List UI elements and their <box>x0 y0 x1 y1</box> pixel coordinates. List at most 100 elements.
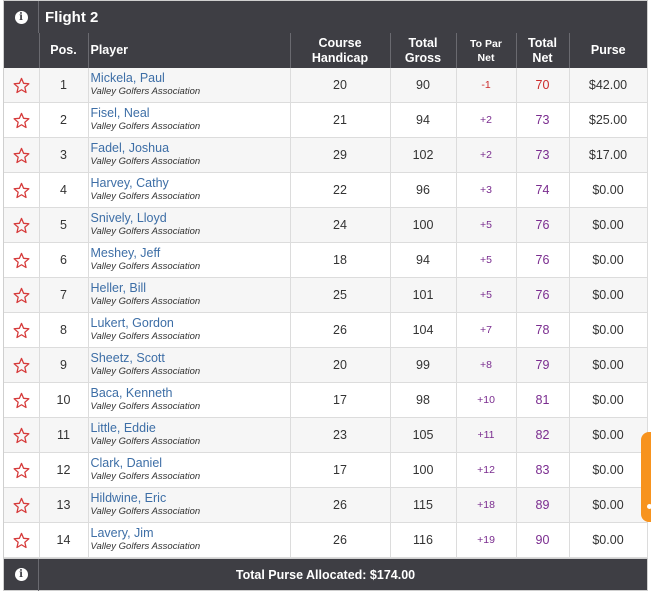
player-cell: Clark, Daniel Valley Golfers Association <box>87 452 291 488</box>
to-par-net-cell: +2 <box>455 102 517 138</box>
player-association: Valley Golfers Association <box>90 471 201 482</box>
column-header-pos[interactable]: Pos. <box>39 33 89 68</box>
table-row: 13 Hildwine, Eric Valley Golfers Associati… <box>4 487 648 523</box>
table-row: 5 Snively, Lloyd Valley Golfers Associatio… <box>4 207 648 243</box>
player-association: Valley Golfers Association <box>90 401 201 412</box>
favorite-star-icon[interactable] <box>4 182 39 199</box>
player-name-link[interactable]: Clark, Daniel <box>90 456 163 470</box>
total-gross-cell: 115 <box>389 487 457 523</box>
favorite-star-icon[interactable] <box>4 77 39 94</box>
player-name-link[interactable]: Harvey, Cathy <box>90 176 169 190</box>
favorite-star-cell <box>4 137 40 173</box>
player-cell: Mickela, Paul Valley Golfers Association <box>87 68 291 103</box>
player-name-link[interactable]: Sheetz, Scott <box>90 351 165 365</box>
total-net-cell: 83 <box>515 452 570 488</box>
favorite-star-cell <box>4 68 40 103</box>
player-association: Valley Golfers Association <box>90 261 201 272</box>
player-name-link[interactable]: Fadel, Joshua <box>90 141 170 155</box>
purse-cell: $0.00 <box>568 452 648 488</box>
favorite-star-icon[interactable] <box>4 497 39 514</box>
favorite-star-cell <box>4 382 40 418</box>
favorite-star-cell <box>4 277 40 313</box>
course-handicap-cell: 21 <box>289 102 391 138</box>
purse-cell: $0.00 <box>568 312 648 348</box>
course-handicap-cell: 24 <box>289 207 391 243</box>
favorite-star-icon[interactable] <box>4 462 39 479</box>
favorite-star-cell <box>4 417 40 453</box>
purse-cell: $0.00 <box>568 347 648 383</box>
position-cell: 1 <box>38 68 89 103</box>
course-handicap-cell: 17 <box>289 382 391 418</box>
favorite-star-icon[interactable] <box>4 112 39 129</box>
player-cell: Snively, Lloyd Valley Golfers Association <box>87 207 291 243</box>
purse-cell: $0.00 <box>568 487 648 523</box>
player-name-link[interactable]: Hildwine, Eric <box>90 491 167 505</box>
player-association: Valley Golfers Association <box>90 366 201 377</box>
to-par-net-cell: +11 <box>455 417 517 453</box>
favorite-star-icon[interactable] <box>4 217 39 234</box>
purse-cell: $0.00 <box>568 172 648 208</box>
total-gross-cell: 100 <box>389 207 457 243</box>
table-row: 2 Fisel, Neal Valley Golfers Association 21… <box>4 102 648 138</box>
table-row: 14 Lavery, Jim Valley Golfers Association 2… <box>4 522 648 558</box>
favorite-star-cell <box>4 522 40 558</box>
to-par-net-cell: +2 <box>455 137 517 173</box>
total-gross-cell: 98 <box>389 382 457 418</box>
favorite-star-icon[interactable] <box>4 252 39 269</box>
column-header-total-net[interactable]: Total Net <box>516 33 570 68</box>
player-association: Valley Golfers Association <box>90 121 201 132</box>
player-name-link[interactable]: Mickela, Paul <box>90 71 165 85</box>
position-cell: 9 <box>38 347 89 383</box>
player-cell: Little, Eddie Valley Golfers Association <box>87 417 291 453</box>
total-net-cell: 70 <box>515 68 570 103</box>
player-name-link[interactable]: Meshey, Jeff <box>90 246 161 260</box>
favorite-star-cell <box>4 312 40 348</box>
player-cell: Harvey, Cathy Valley Golfers Association <box>87 172 291 208</box>
total-purse-allocated: Total Purse Allocated: $174.00 <box>235 567 416 582</box>
favorite-star-cell <box>4 207 40 243</box>
column-header-to-par-net[interactable]: To Par Net <box>456 33 517 68</box>
player-name-link[interactable]: Fisel, Neal <box>90 106 150 120</box>
player-name-link[interactable]: Snively, Lloyd <box>90 211 167 225</box>
column-header-player[interactable]: Player <box>88 33 291 68</box>
player-name-link[interactable]: Heller, Bill <box>90 281 147 295</box>
player-cell: Fisel, Neal Valley Golfers Association <box>87 102 291 138</box>
favorite-star-icon[interactable] <box>4 287 39 304</box>
to-par-net-cell: +12 <box>455 452 517 488</box>
favorite-star-icon[interactable] <box>4 322 39 339</box>
total-net-cell: 81 <box>515 382 570 418</box>
column-header-purse[interactable]: Purse <box>569 33 647 68</box>
course-handicap-cell: 18 <box>289 242 391 278</box>
course-handicap-cell: 29 <box>289 137 391 173</box>
player-name-link[interactable]: Lavery, Jim <box>90 526 154 540</box>
total-gross-cell: 104 <box>389 312 457 348</box>
total-gross-cell: 90 <box>389 68 457 103</box>
total-net-cell: 78 <box>515 312 570 348</box>
player-name-link[interactable]: Lukert, Gordon <box>90 316 174 330</box>
favorite-star-icon[interactable] <box>4 532 39 549</box>
favorite-star-cell <box>4 242 40 278</box>
footer-info-button[interactable]: i <box>4 558 39 591</box>
favorite-star-icon[interactable] <box>4 147 39 164</box>
table-header: Pos. Player Course Handicap Total Gross To… <box>4 33 647 68</box>
player-name-link[interactable]: Baca, Kenneth <box>90 386 173 400</box>
flight-header-bar: i Flight 2 <box>4 1 647 33</box>
column-header-total-gross[interactable]: Total Gross <box>390 33 457 68</box>
total-gross-cell: 101 <box>389 277 457 313</box>
table-row: 7 Heller, Bill Valley Golfers Association 2… <box>4 277 648 313</box>
position-cell: 2 <box>38 102 89 138</box>
total-net-cell: 76 <box>515 242 570 278</box>
column-header-course-handicap[interactable]: Course Handicap <box>290 33 391 68</box>
player-cell: Sheetz, Scott Valley Golfers Association <box>87 347 291 383</box>
player-association: Valley Golfers Association <box>90 541 201 552</box>
favorite-star-icon[interactable] <box>4 392 39 409</box>
info-button[interactable]: i <box>4 1 39 33</box>
favorite-star-icon[interactable] <box>4 357 39 374</box>
player-association: Valley Golfers Association <box>90 191 201 202</box>
purse-cell: $0.00 <box>568 207 648 243</box>
favorite-star-icon[interactable] <box>4 427 39 444</box>
player-name-link[interactable]: Little, Eddie <box>90 421 156 435</box>
total-gross-cell: 99 <box>389 347 457 383</box>
player-association: Valley Golfers Association <box>90 436 201 447</box>
feedback-side-tab[interactable] <box>641 432 651 522</box>
